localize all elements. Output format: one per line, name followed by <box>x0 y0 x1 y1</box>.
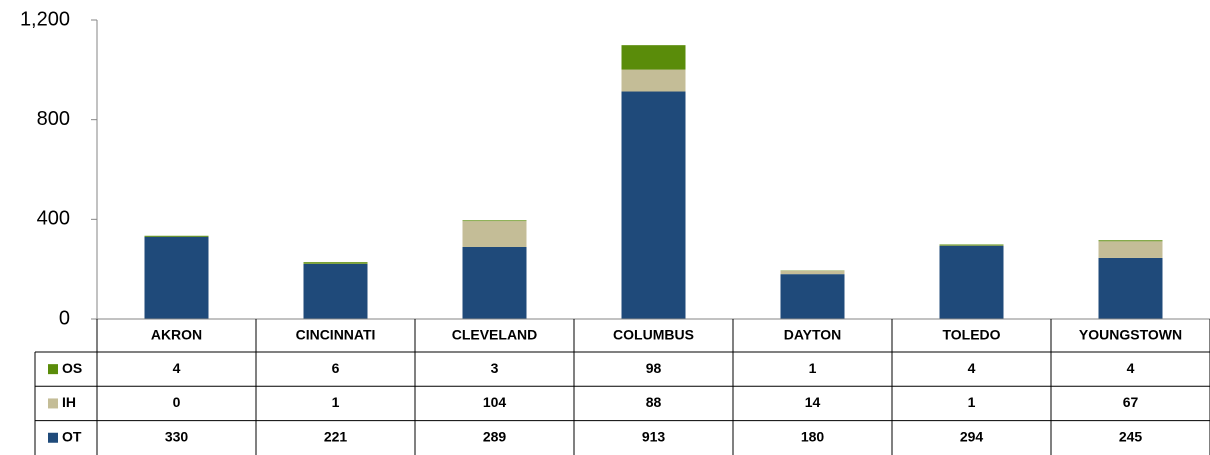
table-value: 913 <box>642 428 666 444</box>
table-value: 1 <box>332 394 340 410</box>
table-value: 6 <box>332 360 340 376</box>
bar-segment <box>1098 240 1163 242</box>
y-tick-label: 800 <box>37 108 70 130</box>
bar-segment <box>939 244 1004 246</box>
table-value: 1 <box>809 360 817 376</box>
bar-segment <box>621 69 686 92</box>
x-tick-label: CLEVELAND <box>452 327 538 343</box>
bar-segment <box>780 274 845 319</box>
table-value: 1 <box>968 394 976 410</box>
table-value: 180 <box>801 428 825 444</box>
table-value: 289 <box>483 428 507 444</box>
table-value: 4 <box>173 360 181 376</box>
x-tick-label: DAYTON <box>784 327 842 343</box>
bar-segment <box>1098 241 1163 258</box>
table-value: 4 <box>968 360 976 376</box>
table-value: 294 <box>960 428 984 444</box>
legend-key <box>48 364 58 375</box>
bar-segment <box>144 236 209 319</box>
bar-segment <box>462 220 527 222</box>
y-tick-label: 400 <box>37 208 70 230</box>
table-value: 104 <box>483 394 507 410</box>
bar-segment <box>303 262 368 264</box>
bar-segment <box>621 45 686 70</box>
x-tick-label: TOLEDO <box>942 327 1000 343</box>
table-value: 4 <box>1127 360 1135 376</box>
table-value: 88 <box>646 394 662 410</box>
legend-key <box>48 432 58 443</box>
bar-segment <box>939 245 1004 319</box>
x-tick-label: YOUNGSTOWN <box>1079 327 1182 343</box>
bar-segment <box>462 221 527 247</box>
bar-segment <box>621 91 686 319</box>
bar-segment <box>144 235 209 237</box>
x-tick-label: COLUMBUS <box>613 327 694 343</box>
table-value: 330 <box>165 428 189 444</box>
bar-segment <box>303 263 368 319</box>
y-tick-label: 1,200 <box>20 8 70 30</box>
legend-label: OS <box>62 360 82 376</box>
bar-segment <box>780 270 845 275</box>
table-value: 98 <box>646 360 662 376</box>
table-value: 221 <box>324 428 348 444</box>
legend-label: IH <box>62 394 76 410</box>
table-value: 245 <box>1119 428 1143 444</box>
bar-segment <box>462 246 527 319</box>
x-tick-label: AKRON <box>151 327 202 343</box>
legend-label: OT <box>62 428 82 444</box>
y-tick-label: 0 <box>59 307 70 329</box>
legend-key <box>48 398 58 409</box>
table-value: 67 <box>1123 394 1139 410</box>
table-value: 0 <box>173 394 181 410</box>
x-tick-label: CINCINNATI <box>296 327 376 343</box>
table-value: 14 <box>805 394 821 410</box>
table-value: 3 <box>491 360 499 376</box>
bar-segment <box>1098 257 1163 319</box>
